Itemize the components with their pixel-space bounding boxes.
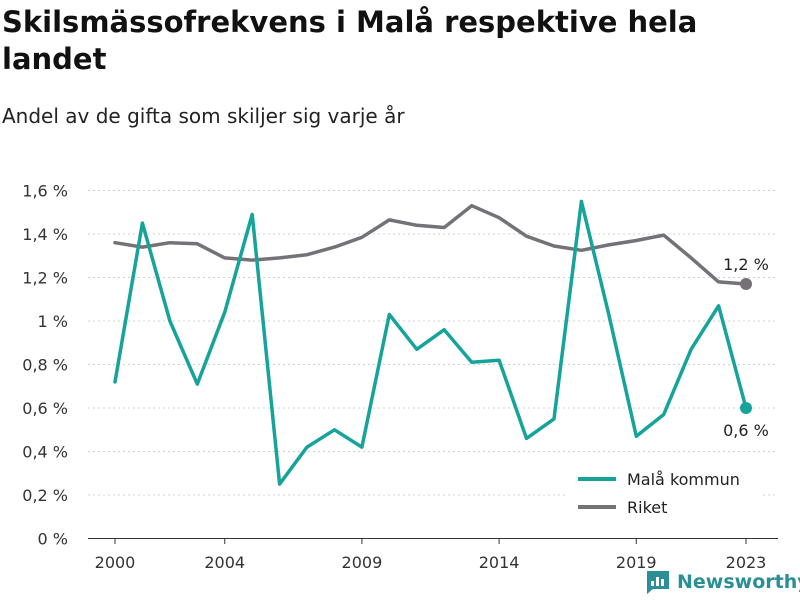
chart-subtitle: Andel av de gifta som skiljer sig varje …	[2, 104, 405, 128]
y-tick-label: 1,6 %	[22, 182, 68, 201]
legend-background	[566, 462, 762, 524]
end-label-riket: 1,2 %	[723, 255, 769, 274]
legend: Malå kommun Riket	[566, 462, 762, 524]
y-tick-label: 1 %	[38, 312, 68, 331]
y-tick-label: 1,4 %	[22, 225, 68, 244]
x-tick-label: 2014	[479, 553, 520, 572]
end-markers	[740, 278, 752, 414]
brand-name: Newsworthy	[677, 571, 800, 593]
end-marker-riket	[740, 278, 752, 291]
chart-title: Skilsmässofrekvens i Malå respektive hel…	[2, 5, 698, 76]
y-tick-label: 0,8 %	[22, 356, 68, 375]
x-tick-label: 2009	[342, 553, 383, 572]
series-line-mala	[113, 199, 748, 486]
legend-label-mala: Malå kommun	[627, 470, 740, 489]
newsworthy-logo-icon	[647, 571, 669, 594]
y-tick-label: 0,2 %	[22, 486, 68, 505]
x-tick-label: 2019	[616, 553, 657, 572]
y-tick-label: 1,2 %	[22, 269, 68, 288]
x-tick-label: 2023	[726, 553, 767, 572]
series-line-riket	[113, 203, 748, 286]
x-tick-label: 2000	[95, 553, 136, 572]
y-tick-label: 0 %	[38, 530, 68, 549]
legend-label-riket: Riket	[627, 498, 667, 517]
newsworthy-brand: Newsworthy	[645, 567, 800, 597]
y-tick-label: 0,6 %	[22, 399, 68, 418]
end-label-mala: 0,6 %	[723, 421, 769, 440]
grid-lines	[88, 190, 778, 496]
series-lines	[113, 199, 748, 486]
y-tick-label: 0,4 %	[22, 443, 68, 462]
x-tick-label: 2004	[204, 553, 245, 572]
x-axis-ticks: 2000 2004 2009 2014 2019 2023	[95, 538, 767, 572]
end-marker-mala	[740, 402, 752, 414]
y-axis-ticks: 0 % 0,2 % 0,4 % 0,6 % 0,8 % 1 % 1,2 % 1,4 % 1,6 …	[22, 182, 68, 549]
